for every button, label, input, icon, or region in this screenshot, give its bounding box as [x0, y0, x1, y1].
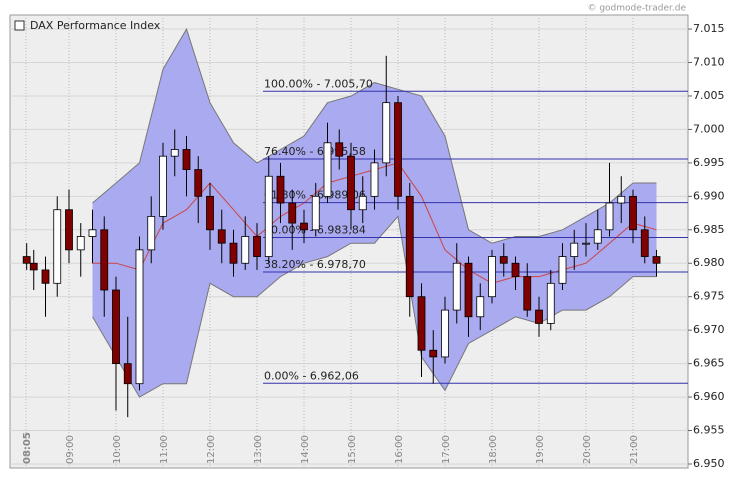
candle-body [253, 236, 261, 257]
x-tick-label: 16:00 [394, 435, 405, 464]
fib-label: 61.80% - 6.989,06 [264, 189, 366, 202]
candle-body [311, 195, 320, 231]
y-tick-label: 6.955 [693, 424, 725, 437]
candle-body [488, 256, 496, 298]
candle-body [617, 195, 626, 204]
candle-body [300, 222, 308, 231]
candle-body [652, 256, 661, 264]
band-fill [92, 29, 657, 398]
band-upper [92, 27, 657, 244]
candle-body [464, 262, 473, 318]
x-tick-label: 21:00 [629, 435, 640, 464]
candle-body [206, 195, 214, 231]
y-tick-label: 6.960 [693, 390, 725, 403]
y-tick-label: 6.985 [693, 223, 725, 236]
candle-body [358, 195, 367, 211]
band-lower [92, 215, 657, 398]
candle-body [170, 149, 179, 157]
candle-body [499, 256, 508, 264]
candle-body [100, 229, 109, 291]
candle-body [417, 296, 426, 351]
candle-body [276, 175, 285, 204]
candle-body [194, 169, 203, 197]
x-tick-label: 18:00 [488, 435, 499, 464]
candle-body [88, 229, 97, 237]
candle-body [441, 309, 449, 358]
candle-body [558, 256, 567, 284]
y-tick-label: 7.005 [693, 89, 725, 102]
candle-body [123, 363, 132, 385]
candle-body [323, 142, 332, 197]
source: © godmode-trader.de [587, 4, 686, 14]
candle-body [347, 155, 355, 211]
candle-body [29, 262, 38, 271]
candle-body [523, 276, 532, 311]
candle-body [629, 195, 637, 231]
x-tick-label: 10:00 [112, 435, 123, 464]
candle-body [570, 242, 579, 257]
candle-body [288, 202, 297, 224]
candle-body [335, 142, 344, 157]
y-tick-label: 6.995 [693, 156, 725, 169]
x-tick-label: 20:00 [582, 435, 593, 464]
candle-body [382, 102, 391, 164]
x-tick-label: 13:00 [253, 435, 264, 464]
candle-body [41, 269, 50, 284]
legend-box [14, 20, 25, 31]
candle-body [605, 202, 614, 231]
candle-body [511, 262, 520, 278]
candle-body [546, 282, 555, 324]
x-tick-label: 15:00 [347, 435, 358, 464]
candle-body [582, 242, 590, 245]
y-tick-label: 6.975 [693, 290, 725, 303]
x-tick-label: 08:05 [22, 432, 33, 464]
candle-body [452, 262, 461, 311]
x-tick-label: 09:00 [65, 435, 76, 464]
y-tick-label: 6.990 [693, 189, 725, 202]
x-tick-label: 12:00 [206, 435, 217, 464]
candle-body [217, 229, 226, 244]
candle-body [394, 102, 402, 197]
candle-body [593, 229, 602, 244]
candle-body [229, 242, 238, 264]
candle-body [135, 249, 144, 385]
y-tick-label: 6.965 [693, 357, 725, 370]
fib-label: 100.00% - 7.005,70 [264, 77, 373, 90]
candle-body [22, 256, 31, 264]
x-tick-label: 19:00 [535, 435, 546, 464]
candle-body [429, 349, 438, 358]
candle-body [535, 309, 543, 324]
y-tick-label: 6.950 [693, 457, 725, 470]
y-tick-label: 7.000 [693, 122, 725, 135]
chart-title: DAX Performance Index [30, 19, 161, 32]
candle-body [264, 175, 273, 257]
x-tick-label: 14:00 [300, 435, 311, 464]
candle-body [182, 149, 191, 170]
candle-body [476, 296, 485, 318]
y-tick-label: 6.970 [693, 323, 725, 336]
candle-body [405, 195, 414, 298]
candle-body [65, 209, 73, 251]
fib-label: 0.00% - 6.962,06 [264, 369, 359, 382]
x-tick-label: 11:00 [159, 435, 170, 464]
x-tick-label: 17:00 [441, 435, 452, 464]
candle-body [241, 236, 250, 264]
fib-label: 38.20% - 6.978,70 [264, 258, 366, 271]
y-tick-label: 7.010 [693, 56, 725, 69]
candle-body [370, 162, 379, 197]
candle-body [147, 216, 156, 251]
candle-body [159, 155, 167, 217]
candle-body [640, 229, 649, 257]
y-tick-label: 6.980 [693, 256, 725, 269]
candle-body [112, 289, 120, 365]
candle-body [76, 236, 85, 251]
y-tick-label: 7.015 [693, 22, 725, 35]
candle-body [53, 209, 62, 284]
